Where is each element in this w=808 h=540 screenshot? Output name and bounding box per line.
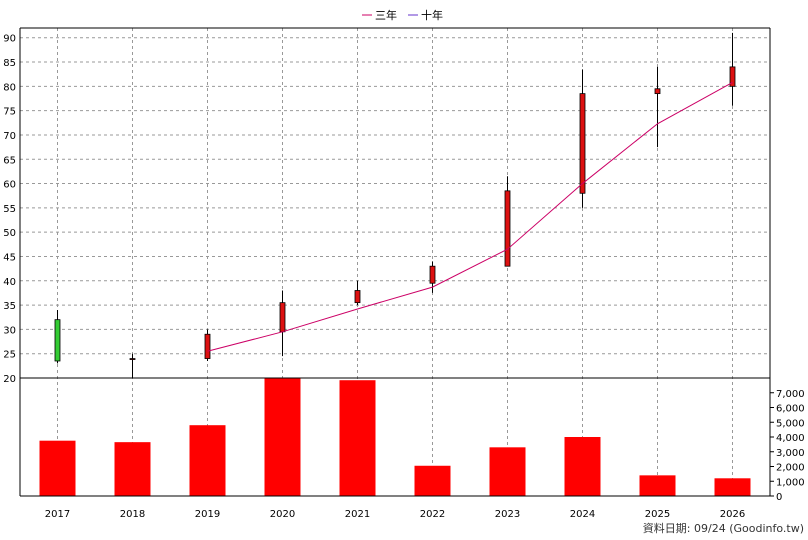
category-tick-label: 2019: [195, 509, 220, 520]
candle-body: [729, 66, 736, 87]
candle-body: [54, 319, 61, 362]
candle-body: [204, 333, 211, 359]
legend-label-2: 十年: [421, 8, 443, 22]
category-tick-label: 2026: [720, 509, 745, 520]
volume-tick-label: 3,000: [776, 448, 805, 459]
volume-bar: [639, 475, 676, 496]
category-tick-label: 2024: [570, 509, 595, 520]
price-tick-label: 25: [3, 350, 16, 361]
category-tick-label: 2022: [420, 509, 445, 520]
category-tick-label: 2020: [270, 509, 295, 520]
price-tick-label: 65: [3, 155, 16, 166]
price-tick-label: 80: [3, 82, 16, 93]
candle-body: [129, 358, 136, 360]
price-tick-label: 30: [3, 325, 16, 336]
volume-tick-label: 1,000: [776, 477, 805, 488]
category-tick-label: 2025: [645, 509, 670, 520]
volume-tick-label: 0: [776, 492, 782, 503]
price-tick-label: 75: [3, 107, 16, 118]
volume-tick-label: 6,000: [776, 404, 805, 415]
category-tick-label: 2023: [495, 509, 520, 520]
volume-tick-label: 4,000: [776, 433, 805, 444]
category-tick-label: 2017: [45, 509, 70, 520]
legend-label-1: 三年: [375, 8, 397, 22]
candle-body: [354, 290, 361, 304]
volume-bar: [714, 478, 751, 496]
category-tick-label: 2021: [345, 509, 370, 520]
price-tick-label: 70: [3, 131, 16, 142]
volume-bar: [264, 378, 301, 496]
price-tick-label: 40: [3, 277, 16, 288]
volume-bar: [414, 465, 451, 496]
volume-bars: [39, 378, 751, 496]
volume-tick-label: 5,000: [776, 418, 805, 429]
volume-tick-label: 2,000: [776, 463, 805, 474]
volume-bar: [564, 437, 601, 496]
volume-bar: [339, 380, 376, 496]
candle-body: [429, 265, 436, 284]
volume-bar: [39, 440, 76, 496]
grid: [20, 28, 770, 496]
price-tick-label: 45: [3, 252, 16, 263]
price-tick-label: 60: [3, 180, 16, 191]
legend: 三年 十年: [362, 8, 443, 22]
candle-body: [654, 88, 661, 95]
category-tick-label: 2018: [120, 509, 145, 520]
price-tick-label: 35: [3, 301, 16, 312]
candle-body: [579, 93, 586, 194]
price-tick-label: 90: [3, 34, 16, 45]
average-lines: [207, 82, 733, 352]
price-tick-label: 55: [3, 204, 16, 215]
candles: [54, 32, 736, 378]
volume-bar: [489, 447, 526, 496]
price-tick-label: 85: [3, 58, 16, 69]
price-tick-label: 50: [3, 228, 16, 239]
volume-bar: [189, 425, 226, 496]
data-date-footer: 資料日期: 09/24 (Goodinfo.tw): [643, 521, 804, 535]
candle-body: [504, 190, 511, 267]
price-tick-label: 20: [3, 374, 16, 385]
axes: [19, 27, 774, 497]
average-line: [207, 82, 733, 352]
volume-tick-label: 7,000: [776, 389, 805, 400]
volume-bar: [114, 442, 151, 496]
candle-body: [279, 302, 286, 333]
